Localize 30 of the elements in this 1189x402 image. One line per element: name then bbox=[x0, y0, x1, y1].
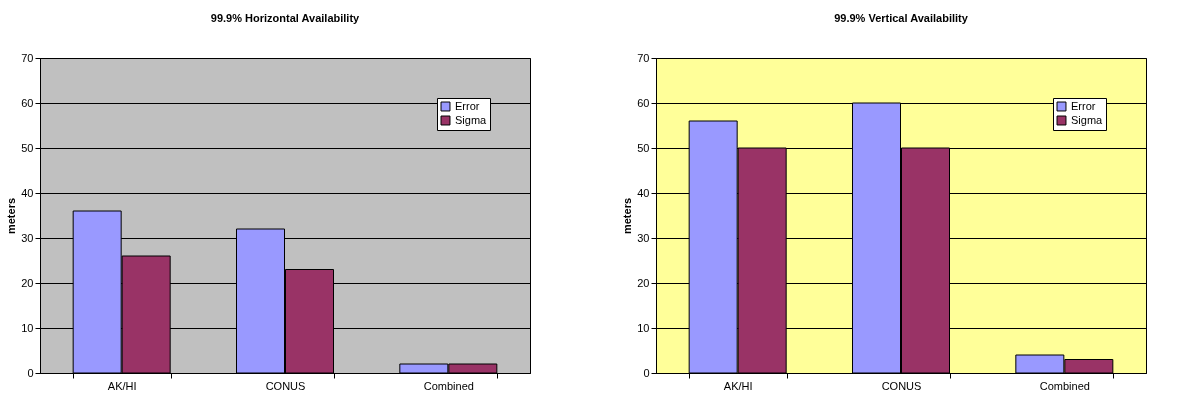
y-tick-label: 0 bbox=[643, 366, 650, 379]
y-tick-label: 50 bbox=[637, 141, 650, 154]
legend-label: Error bbox=[455, 99, 480, 112]
y-tick-label: 0 bbox=[27, 366, 34, 379]
x-tick-label: AK/HI bbox=[107, 379, 137, 392]
y-tick-label: 10 bbox=[637, 321, 650, 334]
y-tick-label: 60 bbox=[21, 96, 34, 109]
y-tick-label: 70 bbox=[637, 51, 650, 64]
x-tick-label: AK/HI bbox=[723, 379, 753, 392]
y-tick-label: 50 bbox=[21, 141, 34, 154]
x-tick-label: Combined bbox=[423, 379, 474, 392]
legend-label: Sigma bbox=[1071, 113, 1104, 126]
y-tick-label: 20 bbox=[637, 276, 650, 289]
y-tick-label: 30 bbox=[21, 231, 34, 244]
y-tick-label: 20 bbox=[21, 276, 34, 289]
x-tick-label: CONUS bbox=[881, 379, 922, 392]
y-tick-label: 60 bbox=[637, 96, 650, 109]
legend-label: Error bbox=[1071, 99, 1096, 112]
x-tick-label: CONUS bbox=[265, 379, 306, 392]
y-tick-label: 70 bbox=[21, 51, 34, 64]
y-tick-label: 30 bbox=[637, 231, 650, 244]
y-tick-label: 10 bbox=[21, 321, 34, 334]
chart-title: 99.9% Vertical Availability bbox=[834, 12, 969, 24]
y-tick-label: 40 bbox=[21, 186, 34, 199]
chart-title: 99.9% Horizontal Availability bbox=[210, 12, 361, 24]
y-axis-title: meters bbox=[621, 197, 634, 235]
y-axis-title: meters bbox=[5, 197, 18, 235]
x-tick-label: Combined bbox=[1039, 379, 1090, 392]
y-tick-label: 40 bbox=[637, 186, 650, 199]
legend-label: Sigma bbox=[455, 113, 488, 126]
